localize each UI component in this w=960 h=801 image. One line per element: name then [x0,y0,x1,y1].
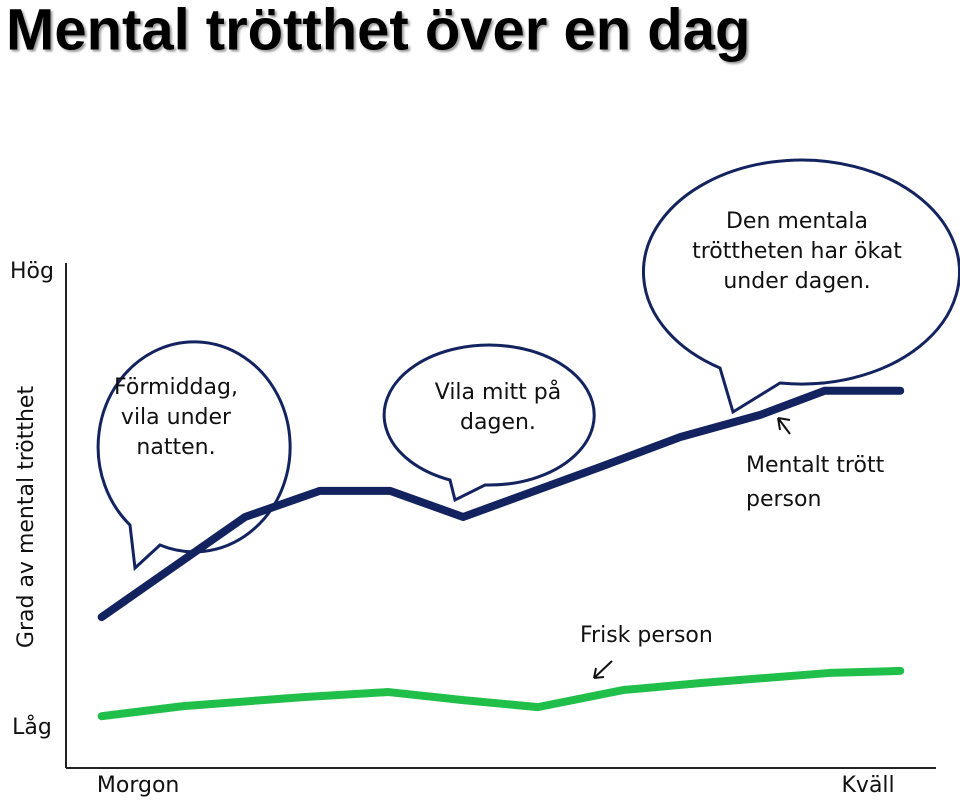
y-tick-label: Låg [12,714,52,740]
annotation: dagen. [460,410,536,435]
y-tick-label: Hög [10,259,54,284]
series-label-line: person [746,487,821,512]
arrow [593,660,613,679]
series-line [97,386,905,622]
annotation: Vila mitt på [435,379,562,405]
series-label-line: Mentalt trött [746,453,885,478]
x-tick-label: Kväll [842,773,895,798]
annotation: natten. [136,435,215,460]
speech-bubble [382,343,596,503]
arrow [777,417,791,435]
annotation: Förmiddag, [114,375,238,400]
series-line [97,666,905,721]
speech-bubble [642,158,960,415]
annotation: tröttheten har ökat [692,239,902,264]
series-label: Mentalt trött person [746,453,885,512]
x-tick-label: Morgon [97,773,179,798]
bubble [96,158,960,572]
y-axis-label: Grad av mental trötthet [14,386,39,649]
series-label: Frisk person [580,623,713,648]
chart-title: Mental trötthet över en dag [6,0,750,62]
annotation: vila under [121,405,232,430]
annotation: Den mentala [726,209,868,234]
speech-bubble [96,340,292,572]
annotation: under dagen. [723,269,870,294]
